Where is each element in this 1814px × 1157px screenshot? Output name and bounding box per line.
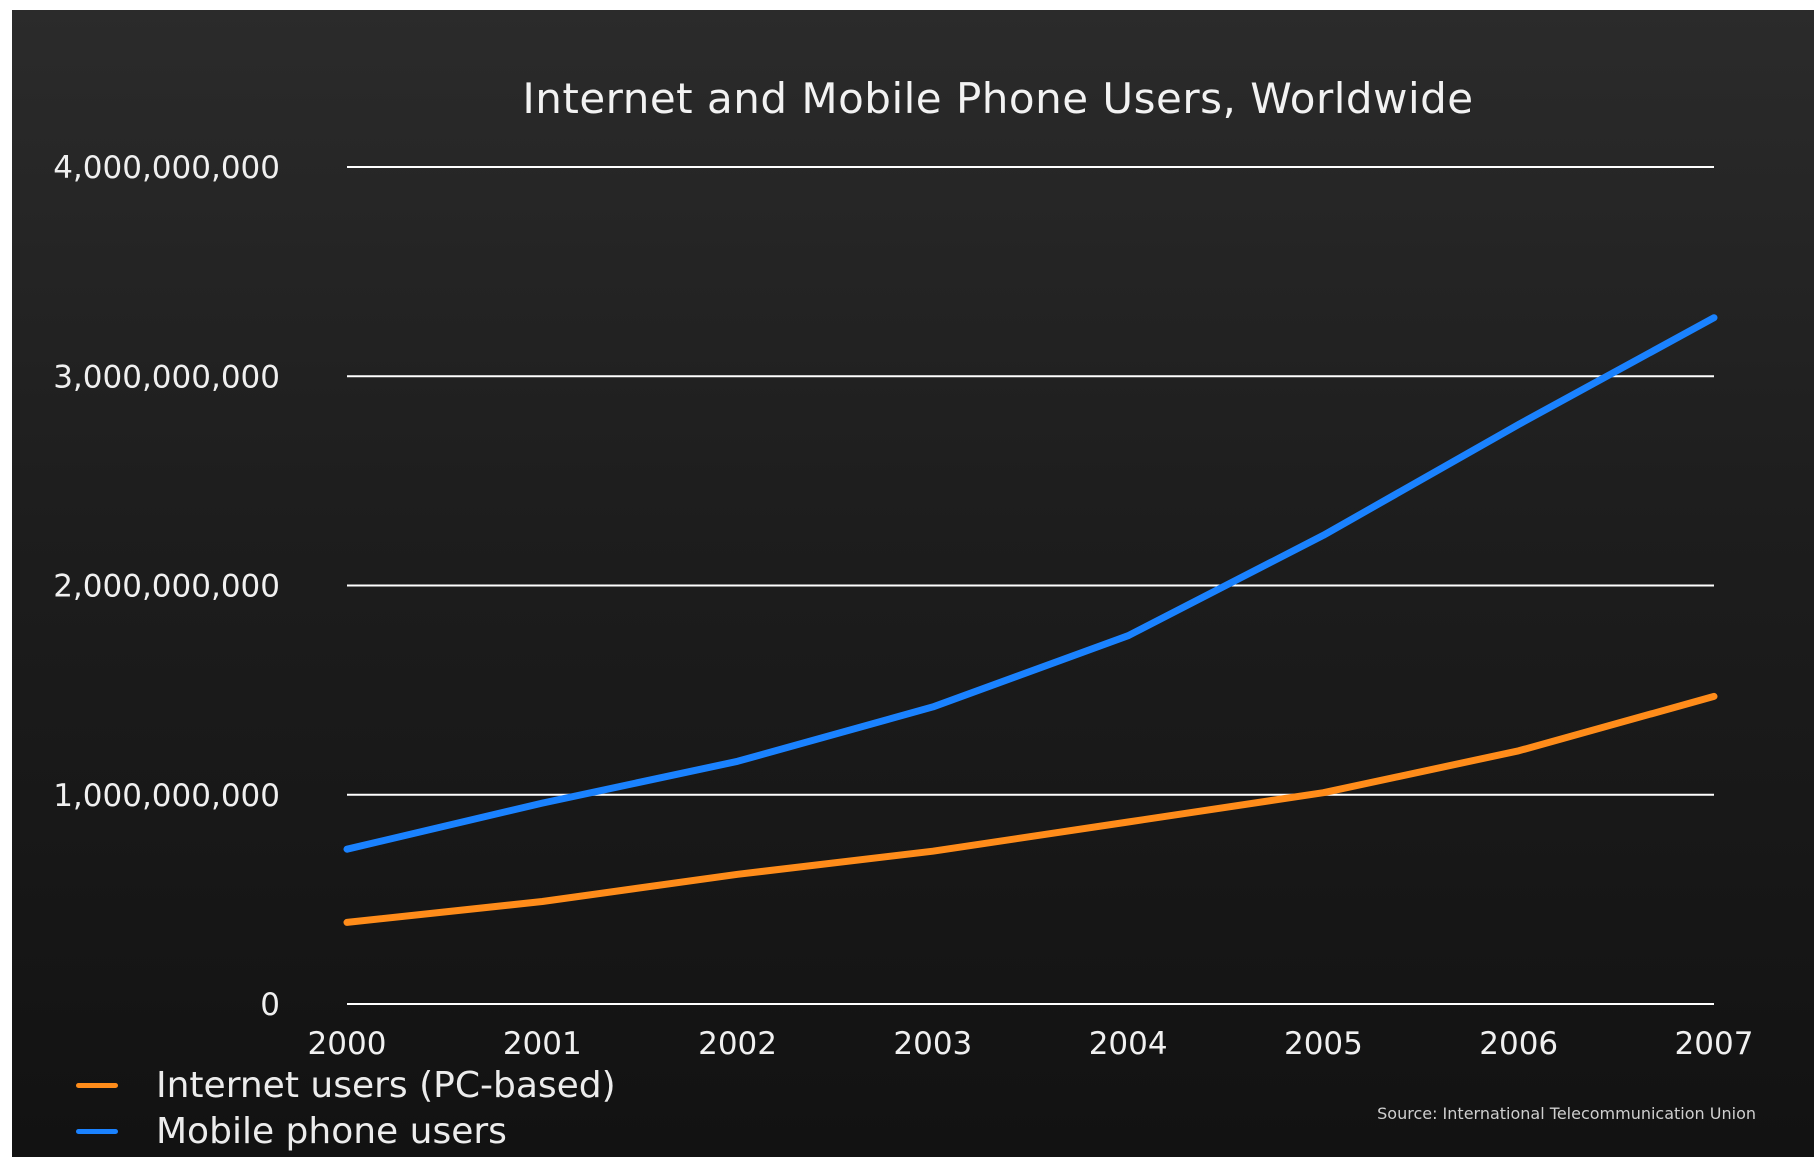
y-tick-label: 2,000,000,000 <box>53 569 280 605</box>
x-tick-label: 2003 <box>893 1026 972 1062</box>
chart-title: Internet and Mobile Phone Users, Worldwi… <box>522 74 1474 123</box>
chart-legend: Internet users (PC-based) Mobile phone u… <box>76 1062 616 1154</box>
x-tick-label: 2005 <box>1284 1026 1363 1062</box>
line-chart: 0 1,000,000,000 2,000,000,000 3,000,000,000… <box>53 150 1754 1062</box>
x-tick-label: 2002 <box>698 1026 777 1062</box>
y-tick-label: 4,000,000,000 <box>53 150 280 186</box>
legend-label-internet: Internet users (PC-based) <box>156 1064 616 1106</box>
legend-label-mobile: Mobile phone users <box>156 1110 507 1152</box>
x-tick-label: 2001 <box>503 1026 582 1062</box>
y-tick-label: 0 <box>260 987 280 1023</box>
x-tick-label: 2000 <box>308 1026 387 1062</box>
legend-swatch-mobile <box>76 1128 118 1134</box>
x-tick-label: 2006 <box>1479 1026 1558 1062</box>
x-tick-label: 2004 <box>1089 1026 1168 1062</box>
series-line-mobile <box>343 314 1718 853</box>
slide-frame: Internet and Mobile Phone Users, Worldwi… <box>12 10 1814 1157</box>
x-tick-label: 2007 <box>1675 1026 1754 1062</box>
legend-item-mobile: Mobile phone users <box>76 1108 616 1154</box>
legend-swatch-internet <box>76 1082 118 1088</box>
series-line-internet <box>343 692 1718 926</box>
y-tick-label: 1,000,000,000 <box>53 778 280 814</box>
legend-item-internet: Internet users (PC-based) <box>76 1062 616 1108</box>
y-tick-label: 3,000,000,000 <box>53 359 280 395</box>
source-note: Source: International Telecommunication … <box>1377 1104 1756 1123</box>
